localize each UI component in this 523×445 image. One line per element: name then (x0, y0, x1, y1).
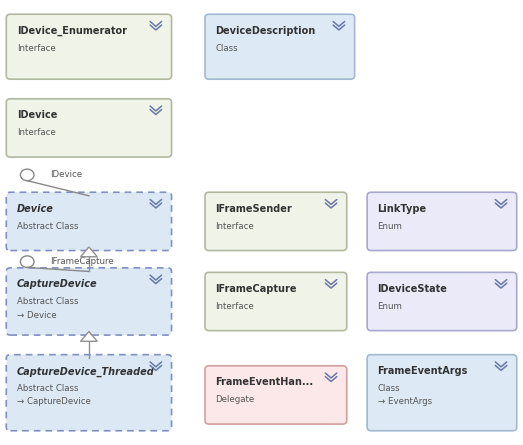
Text: CaptureDevice_Threaded: CaptureDevice_Threaded (17, 366, 154, 376)
Polygon shape (81, 332, 97, 341)
Text: FrameEventHan...: FrameEventHan... (215, 377, 314, 387)
Text: Interface: Interface (215, 222, 254, 231)
Text: Delegate: Delegate (215, 395, 255, 404)
FancyBboxPatch shape (205, 366, 347, 424)
Text: IFrameSender: IFrameSender (215, 204, 292, 214)
Text: → Device: → Device (17, 311, 56, 320)
Text: IFrameCapture: IFrameCapture (50, 257, 113, 266)
Text: Abstract Class: Abstract Class (17, 222, 78, 231)
Text: LinkType: LinkType (378, 204, 427, 214)
FancyBboxPatch shape (6, 268, 172, 335)
FancyBboxPatch shape (6, 99, 172, 157)
FancyBboxPatch shape (205, 272, 347, 331)
FancyBboxPatch shape (205, 192, 347, 251)
Text: → EventArgs: → EventArgs (378, 397, 431, 406)
Text: Device: Device (17, 204, 54, 214)
Text: IDevice: IDevice (50, 170, 82, 179)
Text: IDeviceState: IDeviceState (378, 284, 448, 294)
Text: CaptureDevice: CaptureDevice (17, 279, 97, 289)
Text: Abstract Class: Abstract Class (17, 297, 78, 306)
FancyBboxPatch shape (367, 355, 517, 431)
Text: → CaptureDevice: → CaptureDevice (17, 397, 90, 406)
Polygon shape (81, 247, 97, 257)
Text: Enum: Enum (378, 302, 403, 311)
FancyBboxPatch shape (367, 192, 517, 251)
Text: Interface: Interface (17, 128, 55, 137)
Text: IFrameCapture: IFrameCapture (215, 284, 297, 294)
Text: IDevice_Enumerator: IDevice_Enumerator (17, 26, 127, 36)
Text: Interface: Interface (215, 302, 254, 311)
FancyBboxPatch shape (6, 355, 172, 431)
Text: Class: Class (215, 44, 238, 53)
Text: Interface: Interface (17, 44, 55, 53)
Text: Class: Class (378, 384, 400, 393)
Text: DeviceDescription: DeviceDescription (215, 26, 316, 36)
FancyBboxPatch shape (367, 272, 517, 331)
FancyBboxPatch shape (6, 14, 172, 79)
Text: Abstract Class: Abstract Class (17, 384, 78, 393)
Text: FrameEventArgs: FrameEventArgs (378, 366, 468, 376)
FancyBboxPatch shape (6, 192, 172, 251)
FancyBboxPatch shape (205, 14, 355, 79)
Text: Enum: Enum (378, 222, 403, 231)
Text: IDevice: IDevice (17, 110, 57, 120)
